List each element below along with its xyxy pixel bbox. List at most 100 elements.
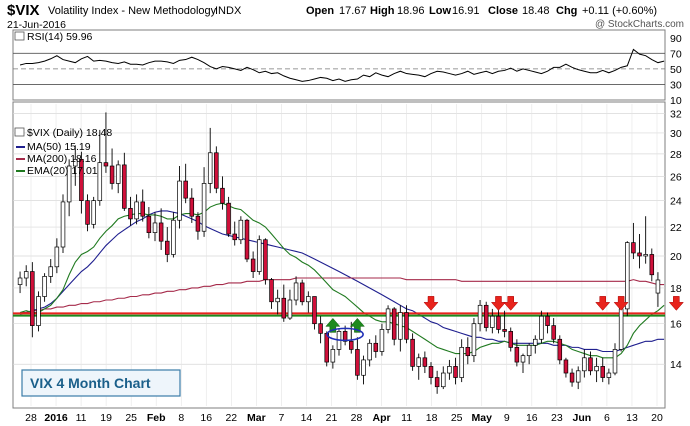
candle xyxy=(428,362,434,385)
price-panel-icon xyxy=(14,127,25,137)
date-tick-label: 14 xyxy=(301,412,313,424)
up-arrow-marker xyxy=(325,317,341,333)
candle-body-up xyxy=(385,308,391,330)
candle-body-down xyxy=(428,366,434,378)
candle-body-down xyxy=(349,340,354,350)
candle-body-down xyxy=(404,312,409,340)
down-arrow-marker xyxy=(423,296,439,311)
candle xyxy=(226,196,231,237)
candle xyxy=(600,357,605,383)
exchange: INDX xyxy=(215,5,242,17)
candle-body-down xyxy=(244,219,250,260)
date-tick-label: Feb xyxy=(147,412,166,424)
candle-body-up xyxy=(398,312,403,340)
candle xyxy=(612,343,618,376)
candle xyxy=(183,163,188,204)
candle-body-up xyxy=(287,299,293,319)
legend-entry: EMA(20) 17.01 xyxy=(27,165,98,177)
candle-body-down xyxy=(220,187,225,204)
low-value: 16.91 xyxy=(452,5,480,17)
candle xyxy=(631,222,636,260)
candle-body-up xyxy=(526,344,532,357)
candle-body-up xyxy=(207,152,213,184)
candle-body-up xyxy=(97,162,103,201)
candle xyxy=(152,212,158,242)
candle xyxy=(367,339,372,367)
candle-body-down xyxy=(631,242,636,254)
candle xyxy=(649,248,655,282)
candle-body-up xyxy=(625,242,630,310)
chart-header: $VIX Volatility Index - New Methodology … xyxy=(7,2,684,31)
candle xyxy=(637,234,642,269)
candle xyxy=(563,357,569,378)
candle xyxy=(73,145,78,186)
candle xyxy=(526,343,532,365)
candle xyxy=(263,238,268,285)
candle-body-up xyxy=(17,277,23,285)
date-tick-label: May xyxy=(472,412,493,424)
candle-body-down xyxy=(269,279,274,303)
candle xyxy=(539,310,544,344)
rsi-tick-label: 90 xyxy=(670,33,682,45)
rsi-panel-frame xyxy=(12,29,666,101)
date-tick-label: 11 xyxy=(76,412,87,424)
down-arrow-marker xyxy=(668,296,684,311)
candle xyxy=(165,227,170,263)
candle-body-up xyxy=(42,276,47,297)
date-tick-label: 25 xyxy=(125,412,137,424)
date-tick-label: 16 xyxy=(200,412,212,424)
candle-body-up xyxy=(48,266,53,277)
candle-body-down xyxy=(140,201,145,217)
candle xyxy=(582,349,587,378)
candle xyxy=(594,357,599,383)
candle-body-up xyxy=(115,164,121,184)
candle xyxy=(385,305,391,334)
annotations xyxy=(325,296,684,342)
price-tick-label: 16 xyxy=(670,319,682,331)
candle-body-down xyxy=(226,202,231,235)
high-label: High xyxy=(370,5,395,17)
candle-body-down xyxy=(158,222,164,242)
candle xyxy=(23,265,29,287)
candle-body-down xyxy=(103,162,109,167)
chg-label: Chg xyxy=(556,5,577,17)
price-axis: 14 16 18 20 22 24 26 28 30 32 xyxy=(670,108,682,371)
candle xyxy=(287,289,293,320)
candle xyxy=(232,221,237,246)
candle-body-up xyxy=(134,201,139,220)
date-tick-label: 9 xyxy=(504,412,510,424)
candle-body-down xyxy=(165,240,170,255)
date-tick-label: 19 xyxy=(100,412,112,424)
date-tick-label: 7 xyxy=(278,412,284,424)
low-label: Low xyxy=(429,5,451,17)
candle xyxy=(404,305,409,344)
candle xyxy=(60,194,66,253)
candle-body-up xyxy=(379,329,385,352)
symbol: $VIX xyxy=(7,2,40,19)
candle xyxy=(257,235,262,275)
candle-body-up xyxy=(361,359,366,376)
candle-body-down xyxy=(318,323,323,334)
ohlc-readout: Open 17.67 High 18.96 Low 16.91 Close 18… xyxy=(306,5,657,17)
candle xyxy=(54,238,60,274)
candle xyxy=(643,216,648,264)
candle-body-down xyxy=(250,258,256,272)
price-panel-frame xyxy=(12,101,666,409)
candle-body-down xyxy=(355,349,360,376)
candle xyxy=(416,353,421,380)
candle xyxy=(373,335,379,358)
candle-body-up xyxy=(594,366,599,372)
open-value: 17.67 xyxy=(339,5,367,17)
candle-body-up xyxy=(201,183,207,232)
candle xyxy=(17,271,23,294)
high-value: 18.96 xyxy=(397,5,425,17)
date-tick-label: Jun xyxy=(573,412,592,424)
candle xyxy=(36,291,41,332)
candle-body-up xyxy=(238,219,244,241)
rsi-tick-label: 50 xyxy=(670,64,682,76)
candle xyxy=(483,301,489,332)
date-tick-label: 13 xyxy=(626,412,638,424)
candle xyxy=(30,262,35,338)
candle-body-down xyxy=(483,304,489,328)
candle-body-down xyxy=(324,332,329,363)
